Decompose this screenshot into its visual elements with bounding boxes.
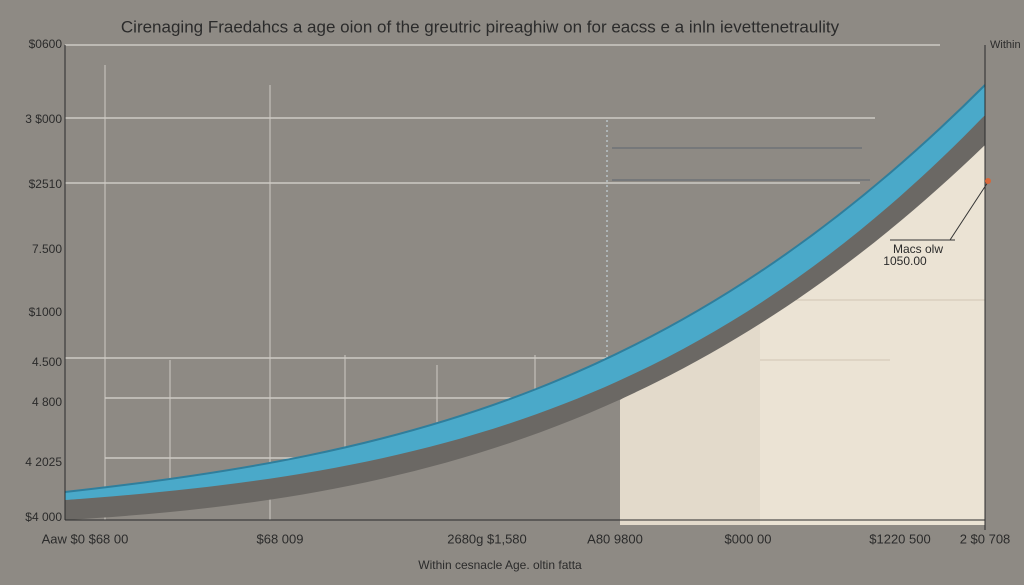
y-tick-label: 3 $000 <box>25 112 62 126</box>
corner-label: Within <box>990 39 1021 51</box>
y-tick-label: $1000 <box>29 305 63 319</box>
x-tick-label: Aaw $0 $68 00 <box>42 531 129 546</box>
annotation-line <box>949 181 989 241</box>
x-tick-label: 2680g $1,580 <box>447 531 527 546</box>
y-tick-label: 4.500 <box>32 355 62 369</box>
y-tick-label: 4 800 <box>32 395 62 409</box>
x-tick-label: $68 009 <box>257 531 304 546</box>
curve <box>65 85 985 500</box>
y-tick-label: $0600 <box>29 37 63 51</box>
annotation-label: Macs olw <box>893 242 943 256</box>
y-tick-label: $4 000 <box>25 510 62 524</box>
x-axis-title: Within cesnacle Age. oltin fatta <box>418 558 582 572</box>
y-tick-label: $2510 <box>29 177 63 191</box>
area <box>760 115 985 525</box>
y-tick-label: 4 2025 <box>25 455 62 469</box>
curve-edge <box>64 84 986 493</box>
x-tick-label: A80 9800 <box>587 531 643 546</box>
x-tick-label: 2 $0 708 <box>960 531 1011 546</box>
annotation-dot <box>985 178 991 184</box>
chart-title: Cirenaging Fraedahcs a age oion of the g… <box>121 17 840 36</box>
tick-labels: $0600 3 $000 $2510 7.500 $1000 4.500 4 800 4 20… <box>25 37 1010 546</box>
x-tick-label: $000 00 <box>725 531 772 546</box>
y-tick-label: 7.500 <box>32 242 62 256</box>
annotation-value: 1050.00 <box>883 254 927 268</box>
x-tick-label: $1220 500 <box>869 531 930 546</box>
